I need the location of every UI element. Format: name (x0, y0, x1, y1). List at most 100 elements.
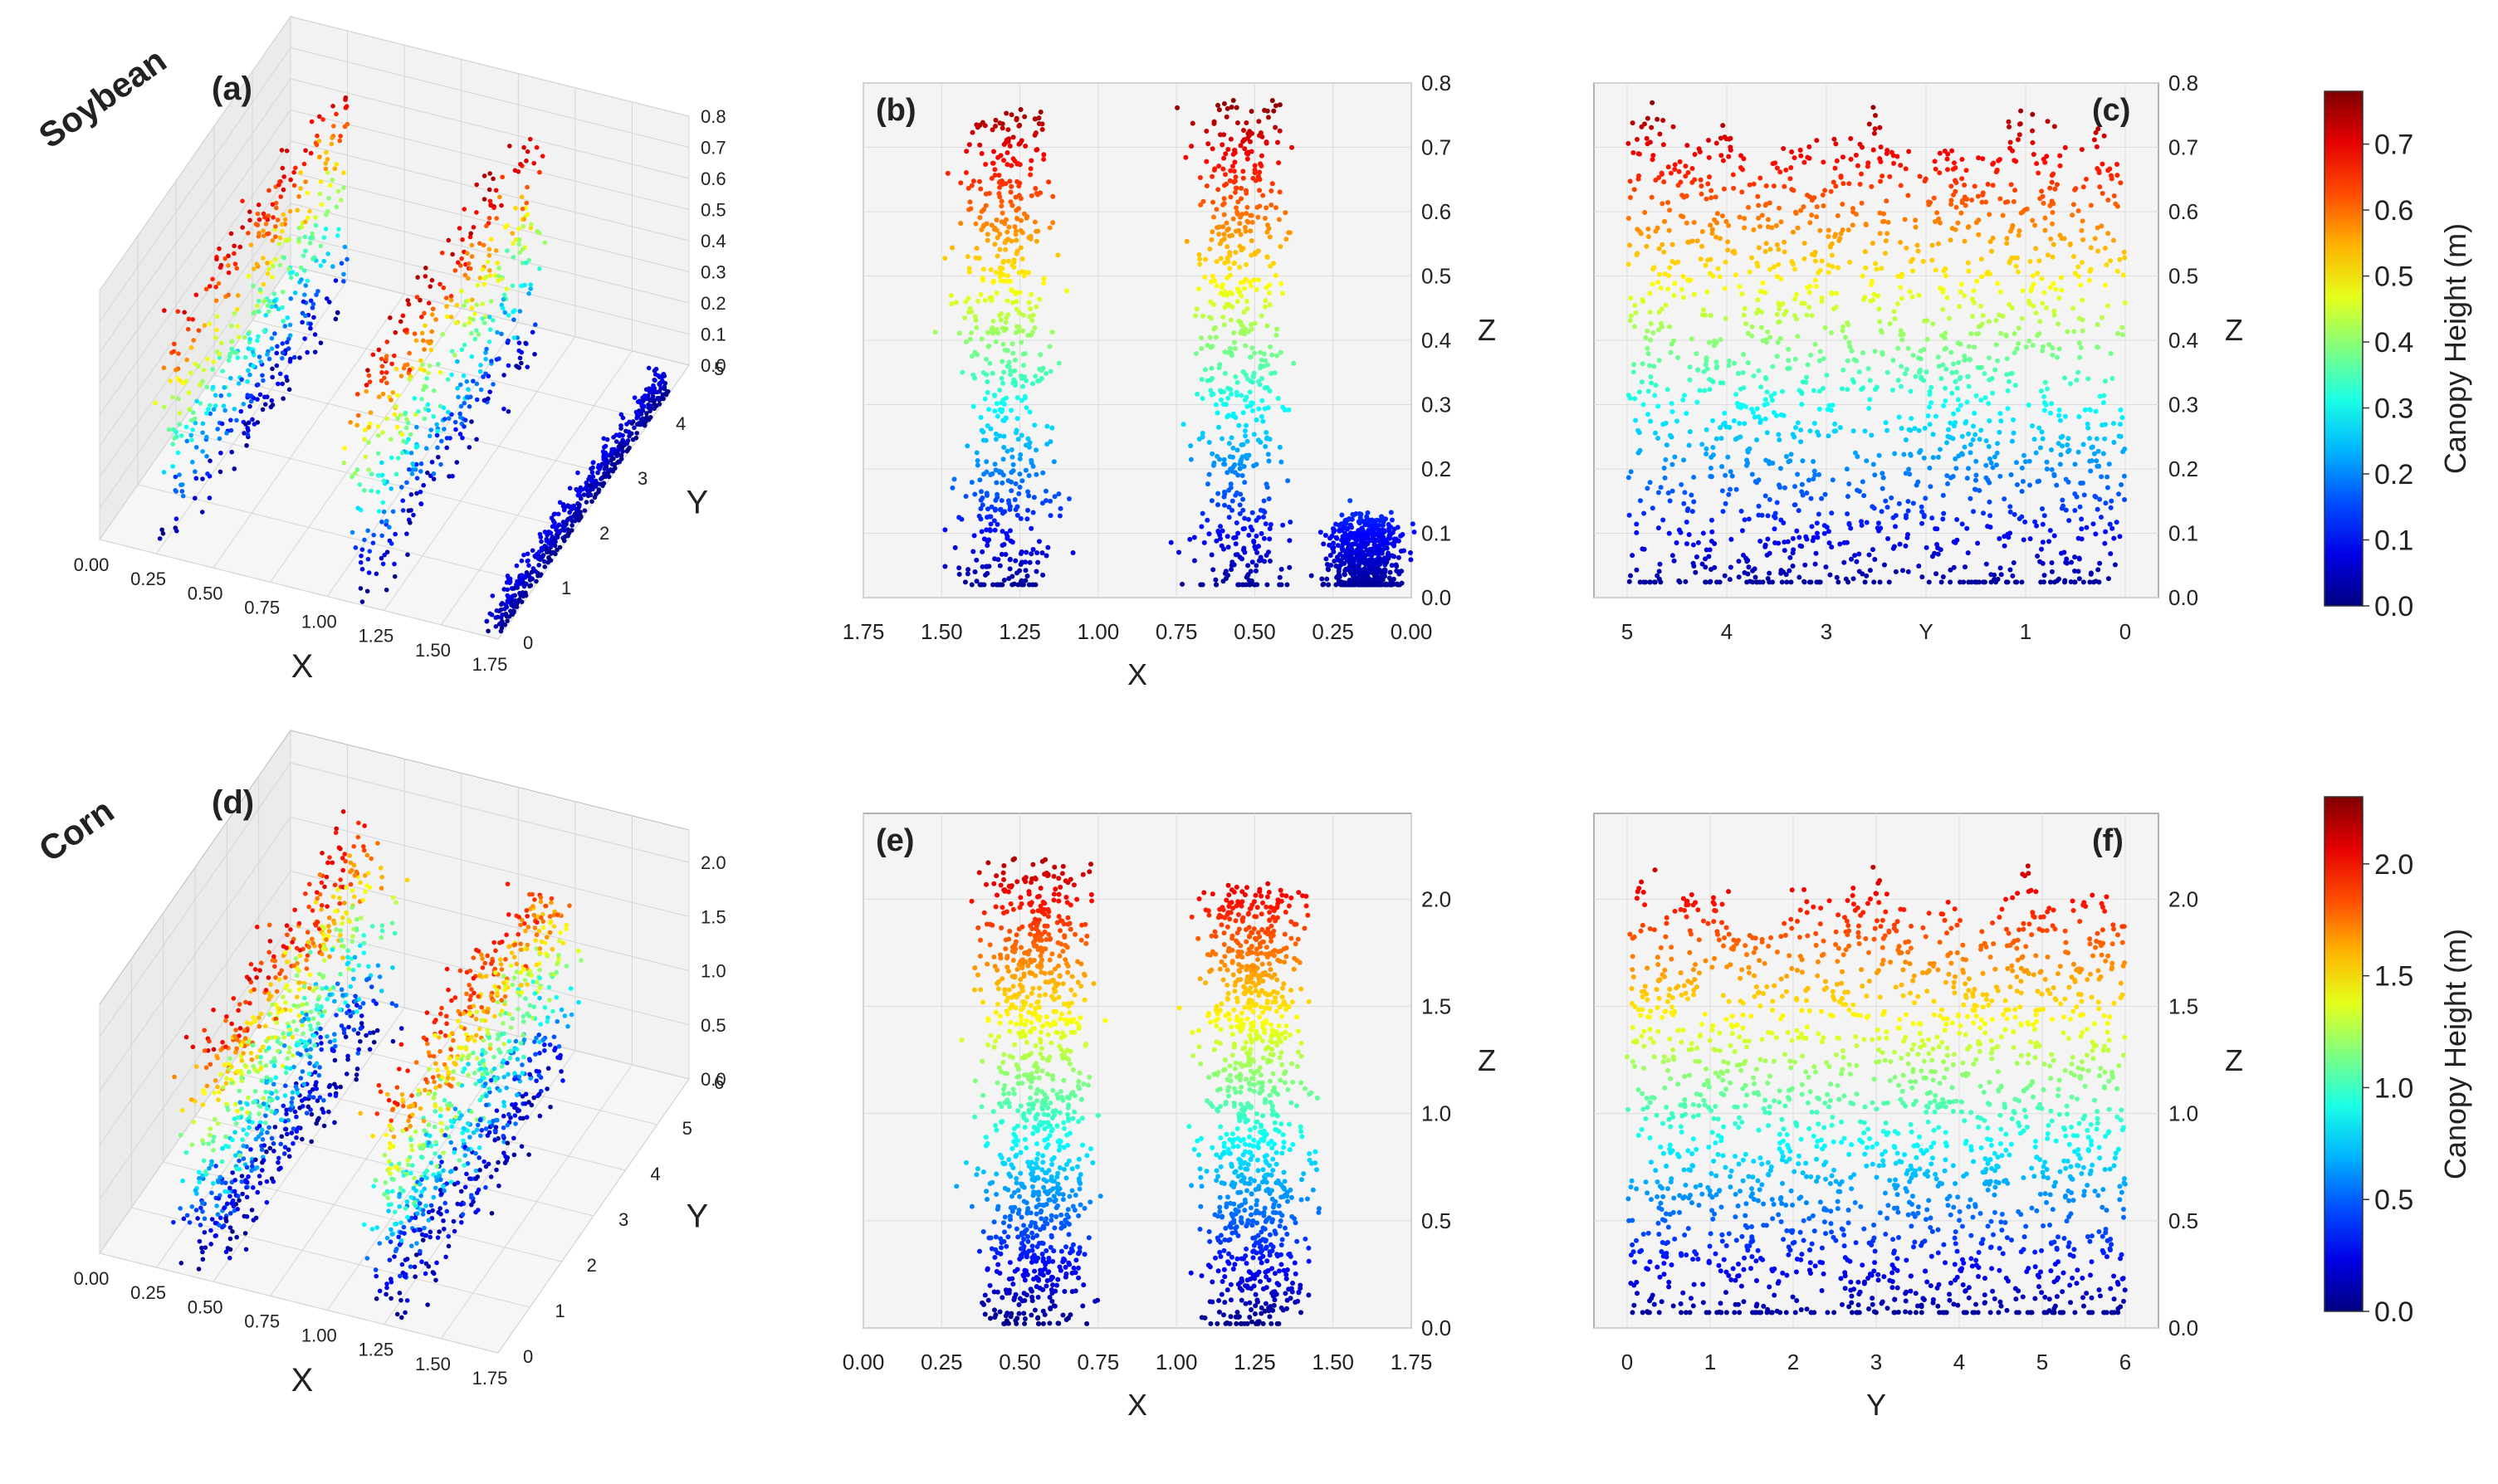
scatter-point (1242, 146, 1248, 152)
scatter-point (1814, 204, 1820, 210)
scatter-point (1005, 273, 1011, 279)
scatter-point (1208, 299, 1214, 305)
scatter-point (1840, 201, 1845, 207)
scatter-point (1016, 206, 1022, 212)
scatter-point (1005, 229, 1010, 235)
scatter-point (1199, 345, 1205, 351)
crop-label: Soybean (32, 40, 173, 155)
scatter-point (2021, 207, 2027, 213)
scatter-point (2075, 569, 2081, 574)
scatter-point (255, 382, 261, 388)
scatter-point (1257, 169, 1263, 175)
scatter-point (1239, 442, 1244, 448)
scatter-point (2035, 479, 2041, 485)
scatter-point (2114, 173, 2120, 178)
scatter-point (1903, 437, 1909, 442)
scatter-point (207, 403, 213, 408)
scatter-point (234, 306, 240, 312)
x-tick-label: 0.50 (188, 583, 223, 603)
scatter-point (469, 419, 474, 424)
scatter-point (1976, 232, 1982, 237)
scatter-point (1864, 520, 1870, 525)
scatter-point (990, 370, 995, 376)
scatter-point (513, 582, 519, 588)
scatter-point (1000, 121, 1005, 127)
scatter-point (184, 357, 189, 363)
scatter-point (980, 277, 986, 283)
scatter-point (234, 266, 240, 271)
scatter-point (391, 353, 397, 359)
scatter-point (1709, 231, 1715, 237)
scatter-point (1704, 289, 1710, 295)
scatter-point (1215, 225, 1220, 231)
scatter-point (1644, 135, 1650, 141)
scatter-point (1321, 541, 1327, 547)
scatter-point (1004, 110, 1009, 116)
scatter-point (1792, 356, 1798, 362)
scatter-point (1239, 322, 1244, 328)
scatter-point (1756, 368, 1762, 373)
scatter-point (1872, 472, 1878, 478)
scatter-point (521, 583, 527, 589)
scatter-point (376, 472, 382, 478)
scatter-point (1975, 540, 1981, 546)
scatter-point (2121, 473, 2127, 479)
scatter-point (1895, 378, 1901, 383)
scatter-point (288, 296, 294, 301)
scatter-point (448, 297, 454, 303)
scatter-point (262, 402, 268, 407)
scatter-point (2047, 185, 2053, 191)
scatter-point (638, 417, 644, 422)
scatter-point (1377, 548, 1383, 554)
scatter-point (1210, 273, 1215, 279)
scatter-point (2008, 471, 2014, 477)
scatter-point (474, 397, 480, 403)
scatter-point (1699, 191, 1704, 197)
scatter-point (170, 442, 176, 447)
scatter-point (1915, 479, 1921, 485)
scatter-point (1333, 582, 1339, 588)
scatter-point (1275, 396, 1281, 402)
scatter-point (1000, 542, 1005, 548)
scatter-point (2016, 325, 2021, 331)
scatter-point (522, 282, 527, 288)
scatter-point (1655, 435, 1661, 441)
scatter-point (525, 149, 530, 154)
scatter-point (382, 375, 387, 381)
scatter-point (256, 203, 262, 207)
scatter-point (1264, 436, 1269, 442)
scatter-point (1277, 444, 1283, 450)
scatter-point (495, 261, 500, 266)
scatter-point (1023, 144, 1029, 149)
scatter-point (992, 393, 998, 398)
scatter-point (1020, 312, 1026, 318)
scatter-point (1738, 508, 1744, 514)
scatter-point (1023, 559, 1029, 565)
scatter-point (604, 457, 609, 463)
scatter-point (2035, 554, 2041, 559)
x-tick-label: 0.25 (1312, 619, 1354, 644)
scatter-point (226, 263, 231, 268)
scatter-point (345, 121, 350, 127)
scatter-point (1219, 397, 1225, 403)
scatter-point (1992, 367, 1998, 373)
scatter-point (1209, 237, 1215, 242)
scatter-point (453, 427, 458, 432)
scatter-point (1222, 502, 1228, 508)
scatter-point (2030, 111, 2036, 117)
scatter-point (1021, 273, 1027, 279)
scatter-point (996, 173, 1002, 178)
scatter-point (1259, 313, 1264, 319)
scatter-point (1269, 181, 1275, 187)
scatter-point (978, 497, 984, 503)
scatter-point (284, 374, 289, 380)
scatter-point (982, 396, 988, 402)
scatter-point (604, 437, 610, 442)
scatter-point (465, 298, 471, 304)
scatter-point (1867, 568, 1873, 574)
scatter-point (1279, 290, 1285, 296)
scatter-point (1899, 568, 1905, 574)
scatter-point (157, 536, 163, 541)
scatter-point (1001, 369, 1007, 375)
scatter-point (1735, 370, 1741, 376)
